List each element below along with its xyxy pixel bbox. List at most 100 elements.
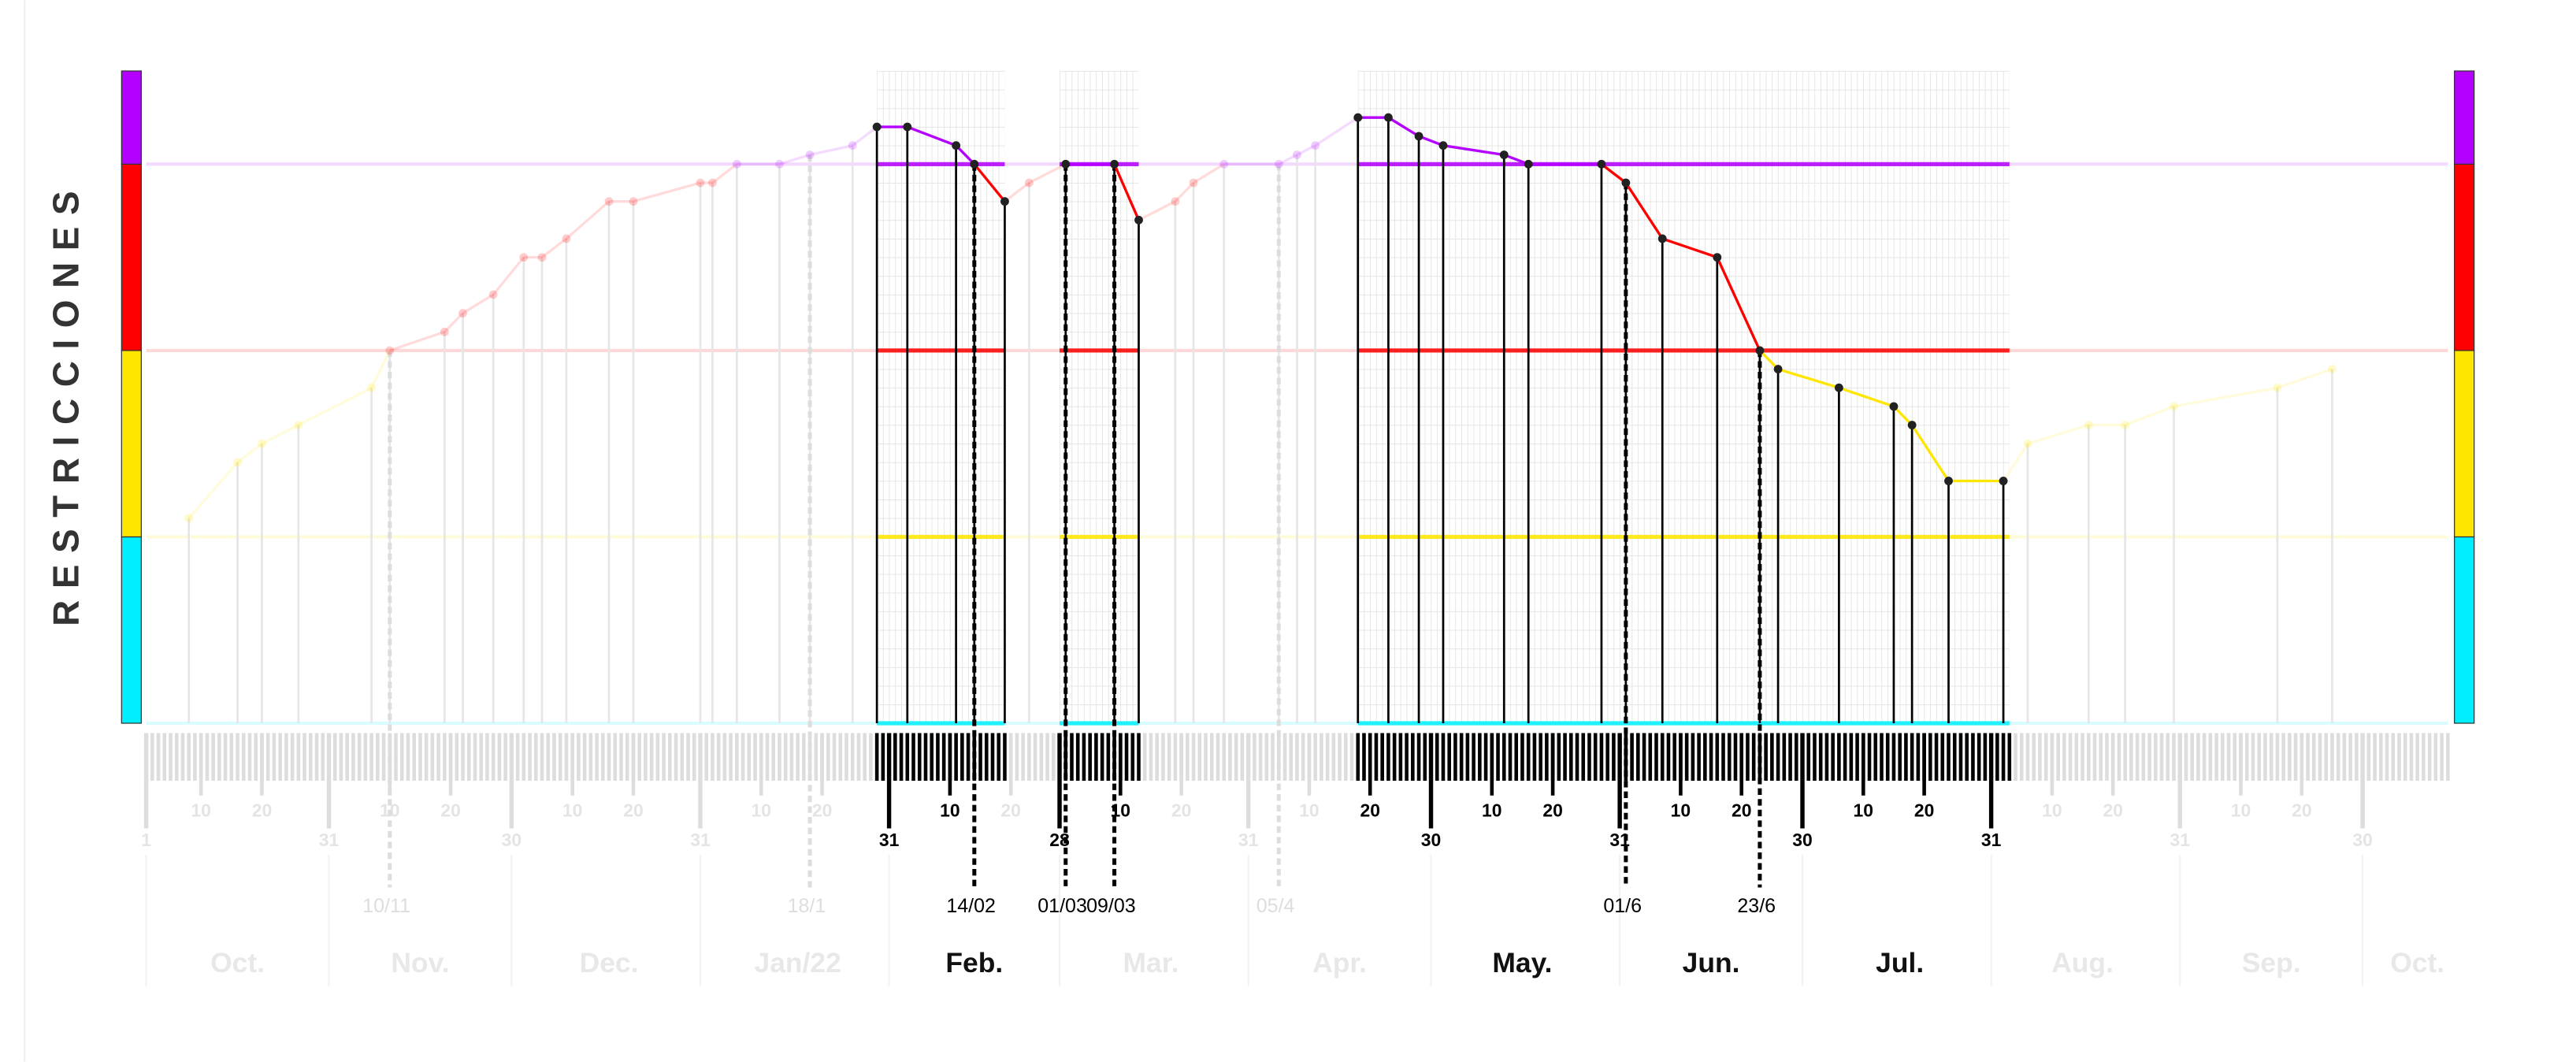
month-label: Aug. (2051, 947, 2114, 978)
line-segment (1777, 367, 1839, 389)
point (2023, 439, 2032, 448)
x-tick-label: 20 (1171, 800, 1192, 821)
point (805, 150, 815, 159)
x-tick-label: 20 (2103, 800, 2123, 821)
point (696, 178, 705, 188)
month-label: Nov. (391, 947, 449, 978)
line-segment (298, 386, 373, 427)
x-tick-label: 10 (2231, 800, 2251, 821)
month-end-label: 31 (690, 830, 711, 850)
point (184, 514, 194, 523)
point (1755, 346, 1765, 355)
annotation-label: 09/03 (1086, 895, 1136, 917)
point (2328, 365, 2337, 373)
point (732, 159, 741, 169)
line-segment (444, 312, 464, 333)
line-segment (2125, 405, 2175, 427)
line-segment (389, 330, 445, 352)
month-end-label: 31 (319, 830, 340, 850)
y-axis-label: RESTRICCIONES (46, 180, 87, 626)
band-bar (2454, 70, 2475, 165)
point (1889, 402, 1899, 411)
line-segment (1113, 163, 1141, 221)
x-tick-label: 20 (1000, 800, 1021, 821)
line-segment (809, 144, 853, 157)
point (1219, 159, 1229, 169)
point (519, 253, 529, 262)
annotation-label: 18/1 (788, 895, 826, 917)
point (1134, 215, 1143, 225)
x-tick-label: 10 (1299, 800, 1320, 821)
point (1274, 159, 1283, 169)
x-tick-label: 20 (812, 800, 833, 821)
annotation-label: 10/11 (362, 895, 410, 917)
x-tick-label: 20 (1360, 800, 1380, 821)
line-segment (1004, 181, 1030, 202)
x-tick-label: 20 (1732, 800, 1752, 821)
line-segment (2027, 423, 2089, 445)
month-label: Jun. (1683, 947, 1740, 978)
point (970, 159, 979, 169)
line-segment (1418, 135, 1444, 147)
line-segment (187, 461, 239, 519)
line-segment (1503, 153, 1529, 165)
point (233, 458, 242, 467)
x-tick-label: 20 (1542, 800, 1563, 821)
point (1061, 159, 1071, 169)
line-segment (1028, 162, 1067, 184)
point (1773, 365, 1783, 373)
line-segment (462, 293, 495, 315)
line-segment (1387, 116, 1420, 138)
point (848, 141, 857, 150)
month-label: Oct. (2390, 947, 2444, 978)
annotation-label: 14/02 (946, 895, 996, 917)
line-segment (1910, 424, 1950, 482)
point (2170, 402, 2178, 411)
point (440, 327, 449, 336)
point (488, 290, 498, 299)
point (458, 309, 467, 318)
x-tick-label: 20 (440, 800, 461, 821)
x-tick-label: 10 (1854, 800, 1874, 821)
line-segment (852, 125, 878, 147)
point (2273, 383, 2282, 392)
line-segment (1758, 349, 1780, 370)
line-segment (1174, 181, 1195, 202)
point (1414, 132, 1423, 141)
line-segment (565, 200, 611, 240)
line-segment (261, 424, 299, 445)
point (872, 122, 882, 132)
x-tick-label: 10 (752, 800, 772, 821)
line-segment (907, 125, 957, 147)
line-segment (236, 442, 263, 464)
month-end-label: 30 (1421, 830, 1442, 850)
line-segment (1624, 182, 1664, 240)
band-bar (2454, 163, 2475, 351)
line-segment (2277, 367, 2333, 389)
point (1713, 253, 1722, 262)
annotation-label: 05/4 (1256, 895, 1295, 917)
point (1597, 159, 1606, 169)
month-label: Sep. (2242, 947, 2301, 978)
x-tick-label: 10 (191, 800, 211, 821)
line-segment (1314, 116, 1359, 147)
month-end-label: 31 (1238, 830, 1259, 850)
highlight-grid (1060, 71, 1139, 723)
point (1621, 178, 1631, 188)
line-segment (1442, 144, 1505, 157)
line-segment (711, 163, 738, 184)
month-label: Jul. (1876, 947, 1924, 978)
annotation-label: 01/03 (1037, 895, 1087, 917)
line-segment (370, 350, 392, 388)
line-segment (955, 144, 976, 165)
point (1110, 159, 1119, 169)
point (708, 178, 717, 188)
point (775, 159, 784, 169)
x-tick-label: 10 (1482, 800, 1502, 821)
point (1000, 197, 1009, 206)
month-label: Feb. (945, 947, 1003, 978)
band-bar (121, 163, 142, 351)
month-end-label: 30 (2352, 830, 2373, 850)
x-tick-label: 20 (2292, 800, 2312, 821)
